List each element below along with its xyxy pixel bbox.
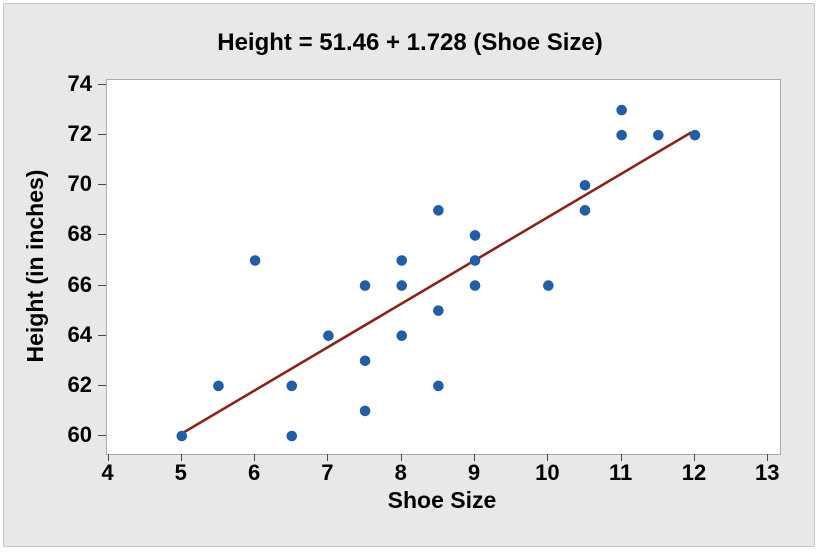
data-point (396, 280, 408, 291)
y-tick-label: 62 (67, 371, 92, 397)
data-point (469, 255, 481, 266)
data-point (469, 280, 481, 291)
x-tick-mark (547, 454, 549, 461)
data-point (433, 380, 444, 392)
x-tick-label: 12 (681, 460, 707, 485)
y-tick-label: 74 (67, 71, 92, 96)
scatter-canvas (176, 104, 701, 442)
y-tick-mark (98, 334, 106, 336)
y-tick-mark (98, 184, 106, 186)
x-tick-mark (254, 454, 256, 461)
data-point (433, 205, 444, 216)
x-tick-label: 6 (247, 460, 261, 485)
data-point (616, 129, 627, 141)
data-point (323, 330, 334, 342)
y-tick-label: 66 (67, 271, 92, 297)
y-tick-label: 72 (67, 121, 92, 147)
data-point (616, 104, 627, 116)
x-tick-label: 11 (609, 460, 633, 485)
x-tick-mark (400, 454, 402, 461)
x-tick-mark (107, 454, 109, 461)
y-tick-label: 60 (67, 421, 92, 447)
chart-title: Height = 51.46 + 1.728 (Shoe Size) (217, 29, 603, 56)
data-point (213, 380, 224, 392)
x-tick-label: 13 (755, 460, 780, 485)
data-point (359, 405, 371, 417)
data-point (543, 280, 554, 291)
y-tick-label: 64 (67, 321, 92, 347)
data-point (286, 430, 298, 442)
y-tick-mark (98, 84, 106, 85)
y-tick-label: 68 (67, 221, 92, 247)
x-tick-mark (327, 454, 329, 461)
data-point (249, 255, 261, 266)
data-point (396, 330, 408, 342)
y-tick-mark (98, 284, 106, 286)
data-point (469, 230, 481, 241)
x-tick-mark (767, 454, 769, 461)
x-tick-mark (620, 454, 622, 461)
plot-area (106, 79, 781, 455)
y-tick-mark (98, 234, 106, 236)
data-point (653, 129, 664, 141)
x-tick-label: 9 (467, 460, 481, 485)
data-point (579, 179, 591, 191)
data-point (433, 305, 444, 316)
data-point (286, 380, 298, 392)
data-point (359, 280, 371, 291)
y-tick-label: 70 (67, 171, 92, 197)
data-point (689, 129, 701, 141)
x-tick-label: 8 (394, 460, 407, 485)
data-point (396, 255, 408, 266)
x-tick-label: 4 (101, 460, 114, 485)
y-tick-mark (98, 434, 106, 436)
regression-line (181, 131, 692, 435)
x-axis-label: Shoe Size (387, 487, 497, 513)
y-tick-mark (98, 384, 106, 386)
x-tick-label: 7 (321, 460, 334, 485)
x-tick-mark (180, 454, 182, 461)
data-point (176, 430, 188, 442)
x-tick-label: 5 (174, 460, 187, 485)
data-point (579, 205, 591, 216)
x-tick-mark (474, 454, 476, 461)
x-tick-label: 10 (535, 460, 560, 485)
x-tick-mark (693, 454, 695, 461)
y-tick-mark (98, 134, 106, 136)
data-point (359, 355, 371, 367)
